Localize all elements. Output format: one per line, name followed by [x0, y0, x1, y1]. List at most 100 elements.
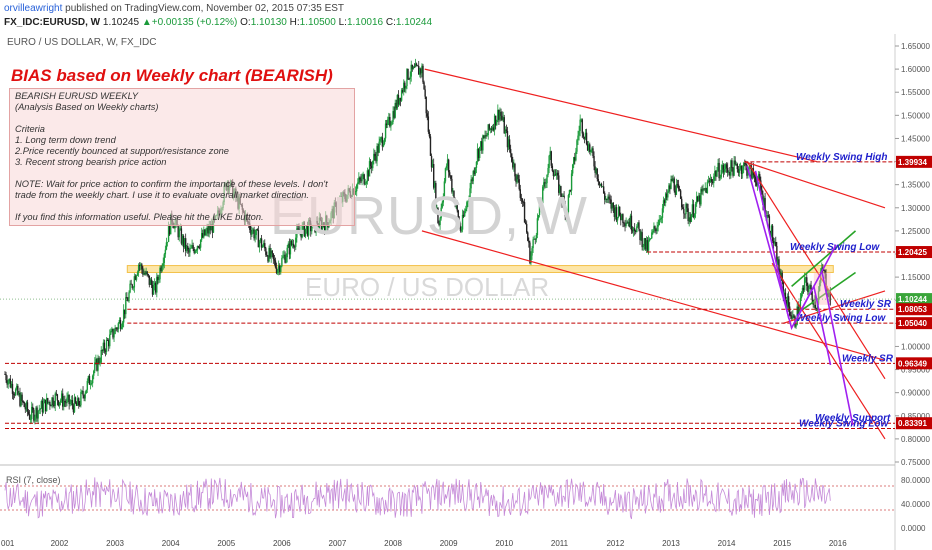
channel-upper-line[interactable] — [744, 160, 886, 209]
wedge-line[interactable] — [746, 161, 886, 380]
candle-body — [678, 188, 681, 191]
candle-body — [271, 250, 273, 254]
candle-body — [295, 237, 297, 247]
projection-arrow[interactable] — [754, 170, 790, 319]
candle-body — [42, 403, 45, 413]
candle-body — [499, 111, 501, 120]
candle-body — [509, 149, 512, 154]
candle-body — [686, 203, 688, 209]
candle-body — [119, 320, 122, 329]
candle-body — [746, 164, 748, 176]
channel-lower-line[interactable] — [421, 230, 886, 361]
candle-body — [658, 219, 660, 226]
candle-body — [786, 296, 789, 308]
level-annotation: Weekly Support — [815, 413, 891, 424]
candle-body — [147, 274, 149, 276]
candle-body — [63, 400, 65, 407]
candle-body — [518, 179, 520, 190]
candle-body — [500, 111, 502, 116]
candle-body — [461, 214, 464, 230]
candle-body — [520, 197, 523, 199]
price-label: 0.83391 — [898, 419, 927, 428]
candle-body — [194, 250, 196, 253]
candle-body — [376, 146, 378, 162]
candle-body — [593, 156, 595, 167]
candle-body — [483, 135, 485, 139]
candle-body — [469, 188, 471, 199]
level-annotation: Weekly SR — [840, 299, 892, 310]
candle-body — [738, 168, 741, 173]
candle-body — [534, 238, 536, 240]
author-link[interactable]: orvilleawright — [4, 3, 63, 14]
candle-body — [286, 247, 288, 258]
sr-zone[interactable] — [126, 265, 834, 273]
green-channel-line[interactable] — [791, 230, 857, 287]
candle-body — [23, 401, 25, 407]
candle-body — [698, 195, 700, 202]
candle-body — [521, 198, 524, 202]
candle-body — [626, 222, 628, 224]
y-tick-label: 1.30000 — [901, 204, 930, 213]
candle-body — [707, 180, 710, 183]
publish-line: orvilleawright published on TradingView.… — [4, 3, 344, 14]
candle-body — [361, 176, 363, 182]
candle-body — [155, 282, 157, 293]
candle-body — [315, 221, 317, 233]
candle-body — [604, 193, 606, 200]
candle-body — [700, 189, 702, 205]
candle-body — [506, 130, 509, 148]
candle-body — [256, 229, 258, 231]
candle-body — [619, 206, 621, 216]
green-channel-line[interactable] — [802, 271, 856, 311]
candle-body — [292, 243, 295, 247]
wedge-line[interactable] — [783, 290, 886, 324]
candle-body — [26, 402, 29, 412]
price-label: 1.05040 — [898, 319, 927, 328]
candle-body — [525, 224, 528, 233]
candle-body — [449, 172, 451, 176]
candle-body — [724, 164, 727, 170]
candle-body — [454, 202, 456, 204]
candle-body — [596, 168, 598, 180]
candle-body — [60, 393, 63, 401]
bias-title[interactable]: BIAS based on Weekly chart (BEARISH) — [11, 66, 333, 85]
candle-body — [310, 220, 312, 232]
projection-arrow[interactable] — [793, 284, 832, 366]
y-tick-label: 0.95000 — [901, 366, 930, 375]
channel-upper-line[interactable] — [424, 68, 817, 163]
candle-body — [642, 245, 644, 248]
candle-body — [385, 123, 388, 125]
candle-body — [301, 225, 303, 238]
candle-body — [282, 256, 284, 258]
candle-body — [384, 123, 387, 139]
candle-body — [20, 394, 22, 406]
projection-arrow[interactable] — [821, 272, 854, 426]
candle-body — [476, 148, 479, 162]
candle-body — [783, 292, 786, 297]
candle-body — [470, 179, 472, 189]
x-tick-label: 2009 — [440, 539, 458, 548]
candle-body — [741, 169, 744, 174]
analysis-note[interactable]: BEARISH EURUSD WEEKLY (Analysis Based on… — [9, 88, 355, 226]
candle-body — [121, 322, 124, 328]
candle-body — [775, 242, 777, 246]
candle-body — [36, 407, 38, 419]
candle-body — [591, 148, 593, 151]
candle-body — [362, 174, 364, 177]
candle-body — [4, 374, 6, 375]
candle-body — [199, 239, 202, 248]
candle-body — [426, 113, 428, 117]
candle-body — [475, 161, 478, 168]
candle-body — [145, 271, 147, 275]
wedge-line[interactable] — [771, 262, 886, 440]
candle-body — [467, 201, 469, 203]
candle-body — [412, 66, 415, 70]
quote-line: FX_IDC:EURUSD, W 1.10245 ▲+0.00135 (+0.1… — [4, 17, 432, 28]
x-tick-label: 2003 — [106, 539, 124, 548]
candle-body — [504, 129, 507, 134]
projection-arrow[interactable] — [746, 165, 837, 331]
candle-body — [291, 243, 294, 246]
candle-body — [446, 159, 449, 166]
level-annotation: Weekly SR — [842, 353, 894, 364]
candle-body — [701, 189, 703, 192]
